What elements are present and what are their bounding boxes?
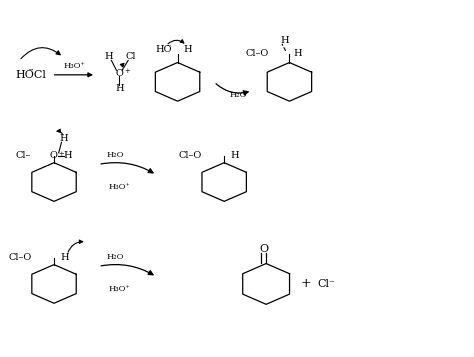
Text: H: H: [281, 36, 289, 45]
Text: H: H: [183, 45, 192, 54]
Text: H: H: [230, 151, 239, 160]
Text: H: H: [293, 49, 302, 58]
Text: H: H: [60, 253, 69, 262]
Text: O: O: [115, 69, 123, 77]
Text: +: +: [124, 67, 130, 75]
Text: H₃O⁺: H₃O⁺: [109, 285, 130, 293]
Text: H: H: [59, 134, 68, 143]
Text: HÖ: HÖ: [155, 45, 172, 54]
Text: +: +: [59, 150, 64, 157]
Text: H: H: [105, 52, 113, 61]
Text: H₃O⁺: H₃O⁺: [109, 183, 130, 191]
Text: H₃O⁺: H₃O⁺: [63, 62, 85, 70]
Text: H₂O: H₂O: [107, 151, 124, 159]
Text: Cl–O: Cl–O: [179, 151, 202, 160]
Text: Cl–O: Cl–O: [9, 253, 32, 262]
Text: H₂O: H₂O: [229, 91, 247, 99]
Text: Cl–: Cl–: [15, 151, 31, 160]
Text: Cl: Cl: [126, 52, 136, 61]
Text: Cl–O: Cl–O: [245, 49, 268, 58]
Text: H₂O: H₂O: [107, 253, 124, 261]
Text: O: O: [49, 151, 57, 160]
Text: H: H: [64, 151, 73, 160]
Text: HÖCl: HÖCl: [15, 70, 46, 80]
Text: Cl⁻: Cl⁻: [318, 279, 336, 289]
Text: +: +: [301, 277, 311, 291]
Text: O: O: [259, 245, 268, 255]
Text: H: H: [115, 84, 124, 93]
